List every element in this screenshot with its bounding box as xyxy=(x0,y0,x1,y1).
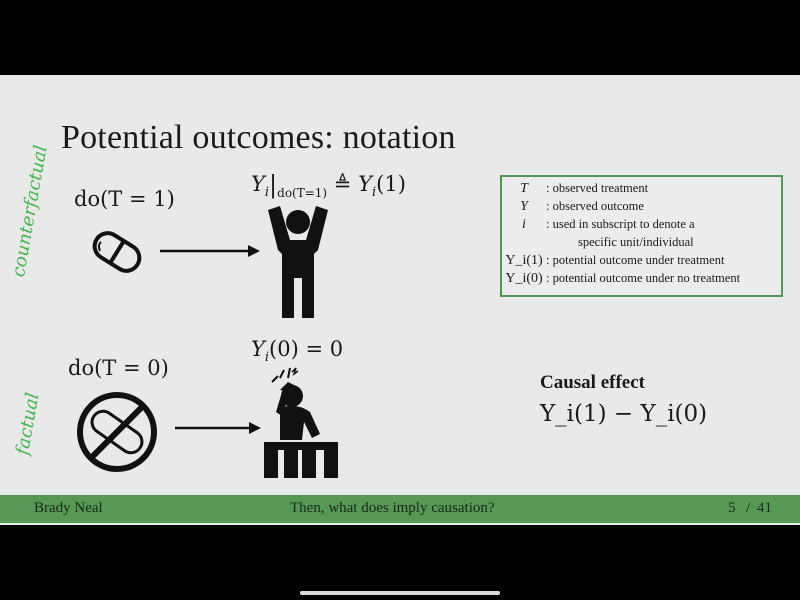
causal-effect-heading: Causal effect xyxy=(540,372,645,393)
footer-talk-title: Then, what does imply causation? xyxy=(290,500,495,516)
footer-page-total: 41 xyxy=(757,500,772,516)
slide-footer: Brady Neal Then, what does imply causati… xyxy=(0,495,800,523)
footer-page-number: 5 xyxy=(728,500,736,516)
arrow-right-icon xyxy=(175,422,261,434)
no-pill-icon xyxy=(77,392,157,472)
notation-box: T : observed treatment Y : observed outc… xyxy=(500,175,783,297)
home-indicator[interactable] xyxy=(300,591,500,595)
person-headache-icon xyxy=(264,367,338,478)
person-arms-up-icon xyxy=(268,206,328,318)
footer-page-separator: / xyxy=(746,500,751,516)
symbol-Y1: Y_i(1) xyxy=(505,253,543,268)
slide: Potential outcomes: notation counterfact… xyxy=(0,75,800,525)
handwritten-factual: factual xyxy=(12,391,44,457)
slide-title: Potential outcomes: notation xyxy=(61,119,456,156)
footer-author: Brady Neal xyxy=(34,500,103,516)
symbol-Y0: Y_i(0) xyxy=(505,271,543,286)
pill-icon xyxy=(92,231,142,273)
causal-effect-formula: Y_i(1) − Y_i(0) xyxy=(540,401,708,427)
do-t0-label: do(T = 0) xyxy=(68,356,169,380)
outcome-definition: Yi|do(T=1) ≜ Yi(1) xyxy=(251,171,406,200)
handwritten-counterfactual: counterfactual xyxy=(8,143,52,279)
do-t1-label: do(T = 1) xyxy=(74,187,175,211)
bottom-outcome: Yi(0) = 0 xyxy=(251,337,344,365)
arrow-right-icon xyxy=(160,245,260,257)
